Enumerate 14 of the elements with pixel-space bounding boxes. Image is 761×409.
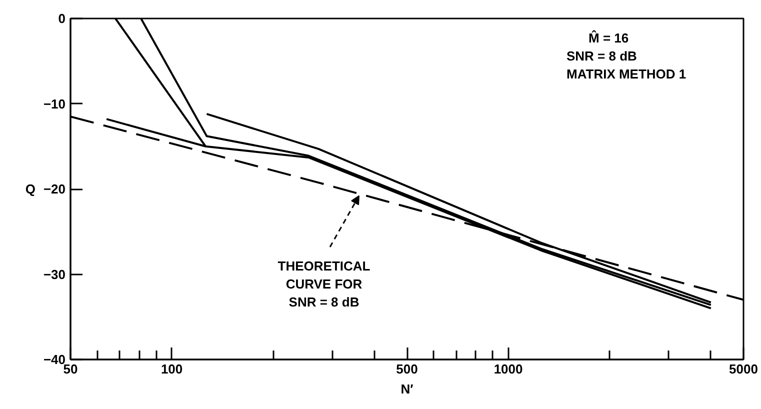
- annotation: M̂ = 16: [588, 30, 629, 46]
- x-tick-label: 5000: [729, 362, 758, 376]
- x-tick-label: 100: [160, 362, 183, 376]
- y-axis-title: Q: [25, 182, 36, 196]
- annotation: MATRIX METHOD 1: [566, 66, 686, 82]
- y-tick-label: −10: [43, 96, 66, 112]
- x-tick-label: 1000: [494, 362, 523, 376]
- x-tick-label: 500: [396, 362, 418, 376]
- y-tick-label: −20: [43, 182, 66, 196]
- annotation: SNR = 8 dB: [566, 48, 637, 64]
- x-axis-title: N′: [400, 382, 414, 396]
- annotation: THEORETICAL CURVE FOR SNR = 8 dB: [278, 258, 370, 310]
- y-tick-label: −30: [43, 266, 66, 282]
- y-tick-label: 0: [58, 11, 66, 26]
